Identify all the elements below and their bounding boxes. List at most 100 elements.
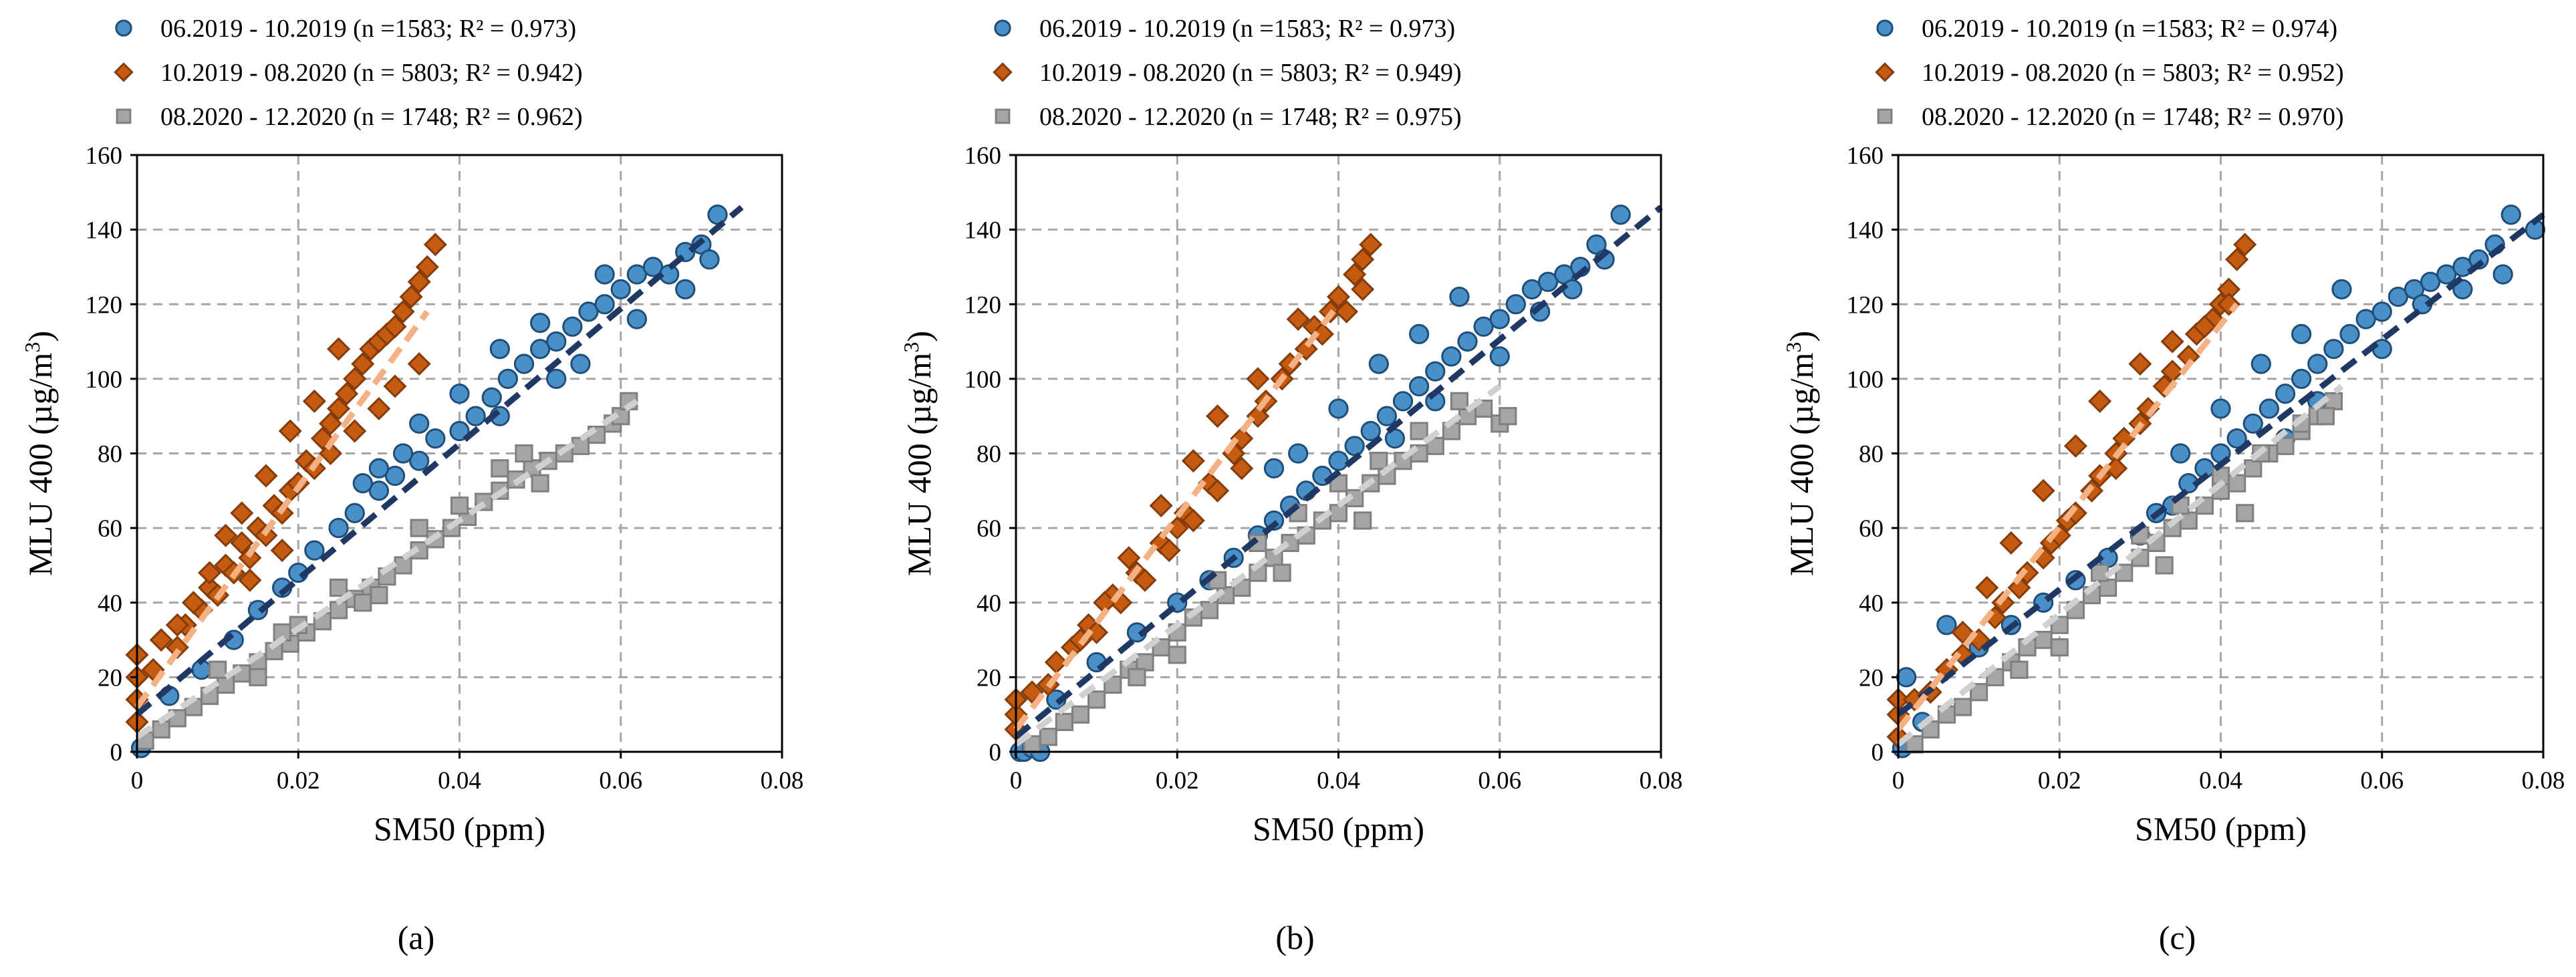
x-tick-label: 0.06 xyxy=(1478,767,1521,795)
data-point xyxy=(2225,247,2249,271)
data-point xyxy=(2291,323,2312,345)
data-point xyxy=(1351,247,1375,271)
data-point xyxy=(2063,501,2087,525)
data-point xyxy=(1970,683,1988,702)
data-point xyxy=(383,374,407,398)
data-point xyxy=(1410,422,1428,440)
data-point xyxy=(2420,271,2441,292)
data-point xyxy=(1343,263,1367,287)
data-point xyxy=(2307,354,2328,374)
data-point xyxy=(699,249,720,270)
data-point xyxy=(2236,504,2255,523)
data-point xyxy=(1354,511,1372,530)
legend-label: 06.2019 - 10.2019 (n =1583; R² = 0.974) xyxy=(1922,15,2337,43)
panel-label: (a) xyxy=(398,919,435,956)
data-point xyxy=(407,352,431,376)
data-point xyxy=(1499,407,1517,426)
x-tick-label: 0.02 xyxy=(1156,767,1199,795)
data-point xyxy=(465,406,486,426)
y-axis-title-main: MLU 400 (µg/m xyxy=(21,353,59,576)
data-point xyxy=(238,568,262,592)
data-point xyxy=(1230,456,1254,480)
data-point xyxy=(1181,449,1205,473)
y-tick-label: 160 xyxy=(86,142,123,170)
data-point xyxy=(1936,615,1957,636)
legend-marker xyxy=(1875,62,1895,82)
data-point xyxy=(2316,407,2335,426)
data-point xyxy=(2090,563,2109,582)
data-point xyxy=(707,204,728,225)
data-point xyxy=(594,264,615,285)
y-tick-label: 160 xyxy=(1847,142,1884,170)
data-point xyxy=(2492,264,2513,285)
data-point xyxy=(1376,406,1398,426)
data-point xyxy=(318,441,343,466)
data-point xyxy=(491,459,509,478)
data-point xyxy=(1360,420,1381,442)
y-axis-title-close: ) xyxy=(900,331,938,342)
data-point xyxy=(2063,434,2087,458)
data-point xyxy=(399,285,423,309)
trend-line xyxy=(1013,302,1341,732)
y-tick-label: 20 xyxy=(1859,664,1884,692)
data-point xyxy=(1408,323,1430,345)
data-point xyxy=(343,367,367,391)
data-point xyxy=(409,413,430,434)
data-point xyxy=(1071,705,1090,724)
data-point xyxy=(481,387,502,408)
data-point xyxy=(529,313,551,333)
data-point xyxy=(392,443,414,464)
data-point xyxy=(384,465,406,486)
data-point xyxy=(610,279,631,300)
data-point xyxy=(2436,264,2457,285)
data-point xyxy=(2242,413,2263,434)
y-tick-label: 120 xyxy=(86,291,123,319)
data-point xyxy=(2371,301,2392,322)
data-point xyxy=(1157,539,1181,563)
y-tick-label: 60 xyxy=(98,515,122,543)
data-point xyxy=(1392,391,1414,412)
data-point xyxy=(1087,690,1106,709)
x-tick-label: 0.08 xyxy=(2522,767,2565,795)
data-point xyxy=(423,233,447,257)
data-point xyxy=(1449,286,1470,307)
data-point xyxy=(354,593,372,612)
data-point xyxy=(1425,361,1446,382)
data-point xyxy=(327,337,351,361)
data-point xyxy=(1537,271,1559,292)
data-point xyxy=(1953,698,1972,716)
y-tick-label: 120 xyxy=(1847,291,1884,319)
data-point xyxy=(1055,712,1073,731)
data-point xyxy=(409,450,430,471)
data-point xyxy=(318,412,343,436)
y-tick-label: 140 xyxy=(86,217,123,245)
data-point xyxy=(2170,443,2191,464)
data-point xyxy=(1370,452,1388,470)
data-point xyxy=(1246,367,1270,391)
y-tick-label: 0 xyxy=(110,739,123,766)
trend-line xyxy=(1896,302,2240,732)
data-point xyxy=(449,420,470,442)
x-tick-label: 0 xyxy=(1892,767,1905,795)
data-point xyxy=(1206,404,1230,428)
y-tick-label: 160 xyxy=(964,142,1002,170)
y-tick-label: 60 xyxy=(977,515,1001,543)
data-point xyxy=(425,428,446,449)
legend-marker xyxy=(995,108,1011,124)
legend-marker xyxy=(1876,19,1894,37)
data-point xyxy=(2226,428,2247,449)
data-point xyxy=(2155,556,2174,575)
data-point xyxy=(302,389,326,413)
data-point xyxy=(1133,568,1157,592)
data-point xyxy=(1149,494,1173,518)
data-point xyxy=(249,668,267,686)
y-tick-label: 20 xyxy=(977,664,1001,692)
y-tick-label: 100 xyxy=(1847,366,1884,394)
series-diamond xyxy=(1886,233,2257,749)
y-tick-label: 80 xyxy=(1859,441,1884,468)
data-point xyxy=(2192,315,2216,339)
trend-line xyxy=(135,398,639,740)
data-point xyxy=(254,464,278,488)
y-tick-label: 80 xyxy=(977,441,1001,468)
